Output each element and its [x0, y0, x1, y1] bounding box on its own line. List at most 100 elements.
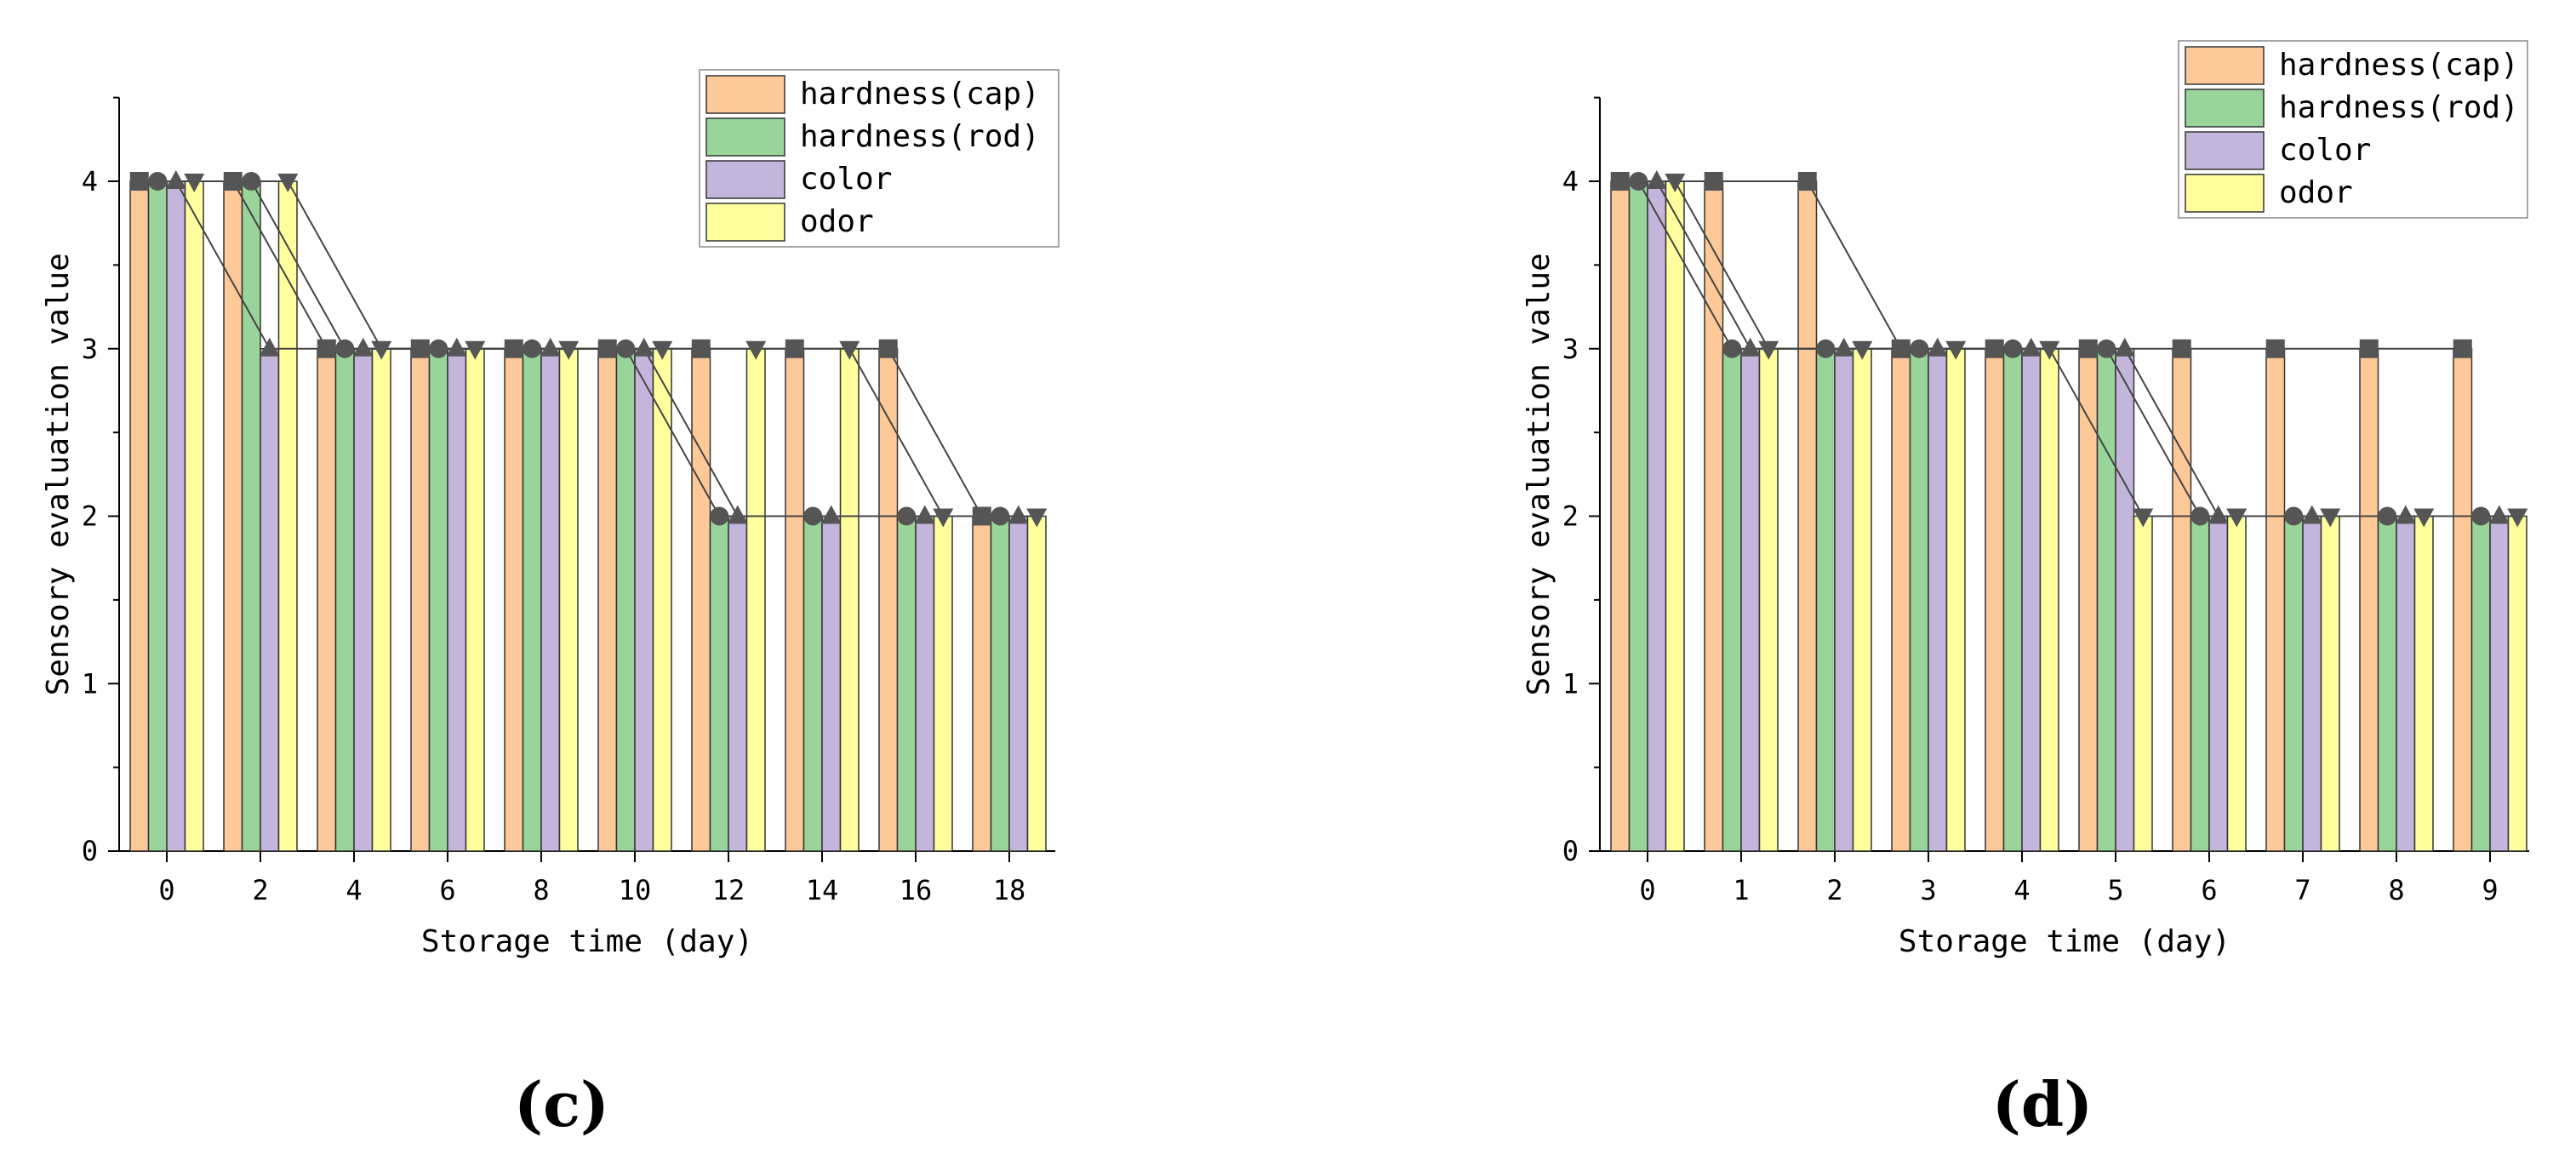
- d-legend: hardness(cap) hardness(rod) color odor: [2178, 40, 2528, 219]
- c-y-tick-label: 4: [82, 165, 98, 197]
- d-y-tick-label: 1: [1562, 667, 1579, 700]
- c-marker-color-0: [165, 170, 186, 189]
- c-y-tick-label: 2: [82, 500, 98, 533]
- d-marker-rod-2: [1816, 339, 1836, 358]
- d-x-tick-label: 4: [2013, 874, 2030, 906]
- c-marker-odor-10: [652, 340, 673, 360]
- d-bar-rod-2: [1815, 348, 1836, 852]
- d-legend-swatch-rod: [2185, 89, 2265, 128]
- d-bar-cap-6: [2172, 348, 2192, 852]
- d-marker-cap-5: [2078, 339, 2098, 358]
- d-x-tick-label: 6: [2201, 874, 2217, 906]
- d-marker-rod-4: [2003, 339, 2023, 358]
- d-y-tick-label: 0: [1562, 835, 1579, 867]
- d-bar-odor-6: [2226, 515, 2247, 852]
- c-marker-odor-12: [745, 340, 767, 360]
- d-bar-odor-9: [2507, 515, 2527, 852]
- d-line-odor: [1674, 180, 2518, 517]
- c-bar-rod-18: [990, 515, 1010, 852]
- d-bar-color-2: [1834, 348, 1854, 852]
- d-bar-color-7: [2302, 515, 2322, 852]
- d-bar-color-9: [2489, 515, 2510, 852]
- d-y-tick-label: 3: [1562, 333, 1579, 365]
- c-marker-odor-4: [371, 340, 392, 360]
- d-bar-color-4: [2021, 348, 2042, 852]
- c-bar-rod-4: [334, 348, 355, 852]
- c-y-tick-label: 3: [82, 333, 98, 365]
- d-marker-odor-8: [2413, 508, 2435, 528]
- d-bar-rod-3: [1909, 348, 1929, 852]
- c-bar-rod-2: [241, 180, 261, 852]
- d-bar-rod-0: [1628, 180, 1648, 852]
- d-marker-color-0: [1646, 170, 1667, 189]
- c-x-tick-label: 10: [619, 874, 652, 906]
- d-legend-swatch-cap: [2185, 46, 2265, 85]
- d-marker-odor-1: [1758, 340, 1779, 360]
- c-marker-odor-6: [465, 340, 486, 360]
- d-marker-rod-0: [1629, 172, 1648, 191]
- c-y-tick-label: 1: [82, 667, 98, 700]
- d-x-axis-title: Storage time (day): [1899, 924, 2230, 959]
- c-marker-odor-8: [558, 340, 580, 360]
- c-bar-color-18: [1008, 515, 1029, 852]
- c-bar-cap-14: [785, 348, 805, 852]
- c-bar-color-0: [166, 180, 186, 852]
- c-marker-color-10: [633, 337, 654, 357]
- c-marker-rod-12: [710, 506, 729, 526]
- d-bar-odor-4: [2039, 348, 2059, 852]
- d-bar-cap-3: [1891, 348, 1911, 852]
- c-x-tick-label: 12: [712, 874, 745, 906]
- d-marker-odor-9: [2507, 508, 2528, 528]
- c-x-tick-label: 4: [346, 874, 362, 906]
- d-bar-color-8: [2396, 515, 2416, 852]
- d-legend-label-color: color: [2279, 133, 2371, 168]
- c-marker-rod-16: [897, 506, 917, 526]
- c-bar-color-4: [353, 348, 374, 852]
- d-legend-swatch-color: [2185, 131, 2265, 170]
- d-marker-color-1: [1739, 337, 1761, 357]
- c-legend-swatch-cap: [705, 75, 785, 114]
- c-x-tick-label: 6: [439, 874, 455, 906]
- c-marker-cap-10: [597, 339, 617, 358]
- c-bar-odor-8: [558, 348, 579, 852]
- d-bar-cap-0: [1610, 180, 1631, 852]
- d-bar-cap-2: [1797, 180, 1818, 852]
- c-bar-cap-18: [972, 515, 992, 852]
- d-bar-color-5: [2115, 348, 2135, 852]
- c-marker-cap-14: [785, 339, 804, 358]
- d-y-tick-label: 2: [1562, 500, 1579, 533]
- d-bar-rod-5: [2096, 348, 2116, 852]
- d-bar-odor-0: [1665, 180, 1685, 852]
- d-bar-odor-3: [1945, 348, 1966, 852]
- c-marker-odor-2: [277, 174, 299, 192]
- c-marker-cap-18: [972, 506, 991, 526]
- panel-label-d: (d): [1991, 1068, 2093, 1140]
- c-bar-rod-16: [896, 515, 917, 852]
- chart-c: 0 1 2 3 4 0 2 4 6 8 10 12 14 16 18 Storage time (day) Se…: [0, 0, 1106, 1050]
- d-legend-label-rod: hardness(rod): [2279, 90, 2519, 125]
- c-marker-color-8: [540, 337, 561, 357]
- d-marker-cap-1: [1704, 172, 1723, 191]
- c-bar-rod-10: [615, 348, 636, 852]
- c-bar-color-2: [260, 348, 280, 852]
- c-x-tick-label: 0: [158, 874, 174, 906]
- d-bar-rod-9: [2470, 515, 2491, 852]
- c-marker-rod-10: [616, 339, 636, 358]
- c-y-tick-label: 0: [82, 835, 98, 867]
- c-x-axis-title: Storage time (day): [421, 924, 753, 959]
- c-bar-odor-12: [745, 348, 766, 852]
- d-bar-rod-1: [1722, 348, 1742, 852]
- chart-d-svg: 0 1 2 3 4 0 1 2 3 4 5 6 7 8 9 Storage time (day) Sensory…: [1522, 40, 2529, 959]
- c-legend-swatch-odor: [705, 203, 785, 242]
- c-bar-cap-16: [878, 348, 899, 852]
- d-marker-odor-7: [2320, 508, 2341, 528]
- c-marker-rod-18: [991, 506, 1010, 526]
- d-marker-color-5: [2114, 337, 2135, 357]
- c-bar-color-14: [821, 515, 842, 852]
- d-marker-cap-4: [1985, 339, 2004, 358]
- d-marker-color-9: [2488, 505, 2510, 524]
- c-marker-cap-6: [410, 339, 430, 358]
- c-marker-cap-16: [878, 339, 898, 358]
- d-y-tick-label: 4: [1562, 165, 1579, 197]
